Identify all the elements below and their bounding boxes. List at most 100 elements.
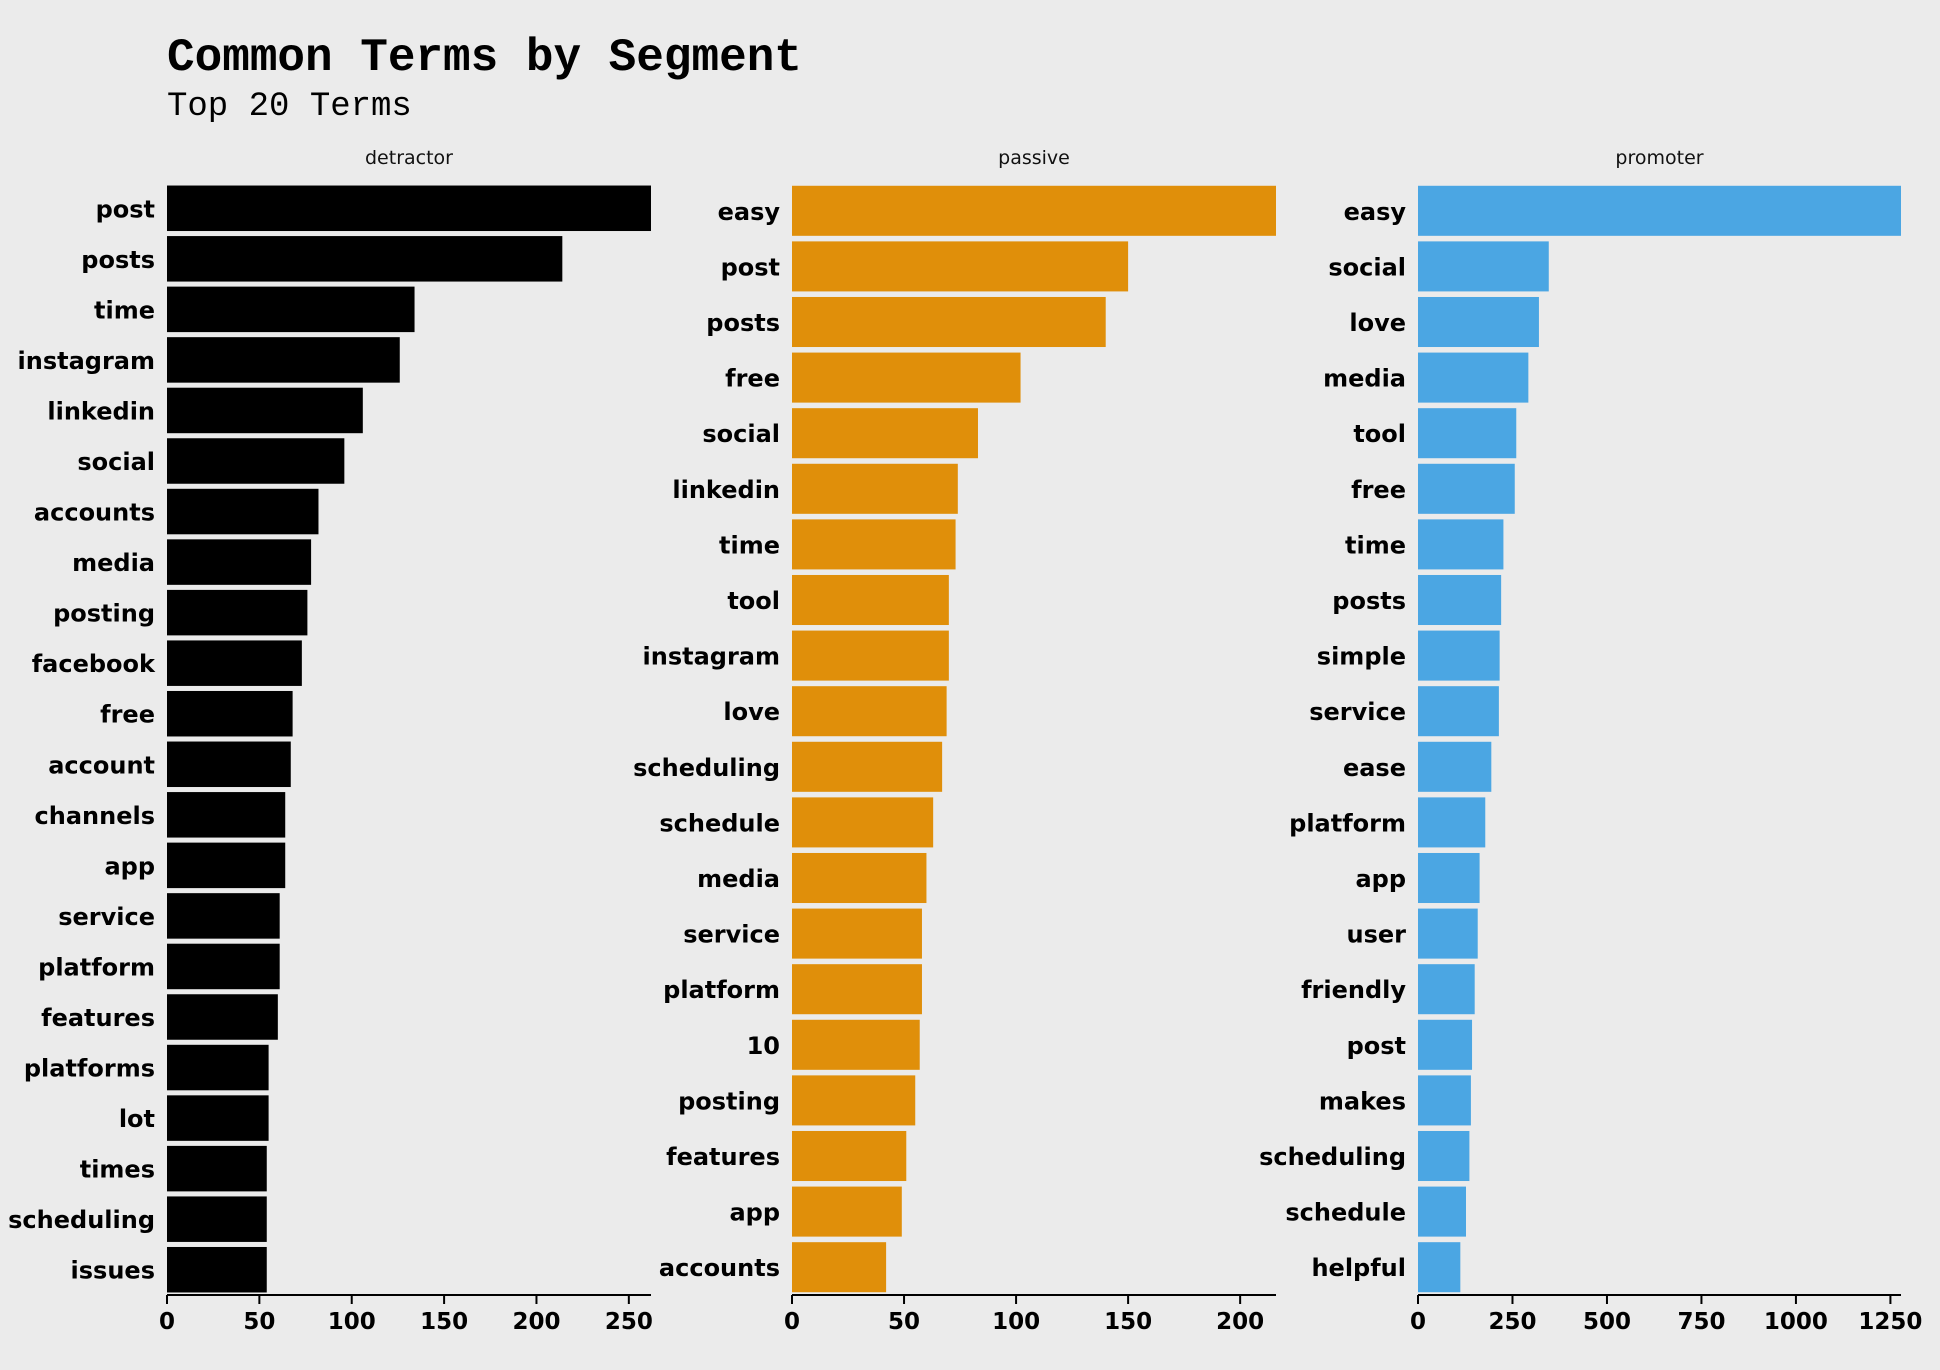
category-label-passive-social: social bbox=[702, 420, 780, 448]
category-label-passive-features: features bbox=[666, 1143, 780, 1171]
bar-passive-linkedin bbox=[792, 463, 958, 514]
category-label-detractor-accounts: accounts bbox=[34, 499, 155, 527]
category-label-passive-media: media bbox=[697, 865, 780, 893]
category-label-detractor-lot: lot bbox=[119, 1105, 155, 1133]
facet-panels: detractor post posts time instagram linkedin s… bbox=[8, 147, 1922, 1335]
bar-detractor-issues bbox=[167, 1246, 267, 1293]
bar-passive-time bbox=[792, 519, 956, 570]
bar-detractor-service bbox=[167, 893, 280, 939]
bar-passive-scheduling bbox=[792, 741, 943, 792]
x-tick-label-promoter-0: 0 bbox=[1410, 1309, 1426, 1335]
category-label-passive-time: time bbox=[719, 531, 780, 559]
bar-detractor-posts bbox=[167, 236, 563, 282]
bar-detractor-linkedin bbox=[167, 387, 363, 434]
x-tick-label-promoter-250: 250 bbox=[1488, 1309, 1536, 1335]
bar-detractor-channels bbox=[167, 792, 286, 838]
bar-detractor-post bbox=[167, 185, 651, 232]
category-label-passive-scheduling: scheduling bbox=[633, 754, 780, 782]
x-tick-label-promoter-750: 750 bbox=[1677, 1309, 1725, 1335]
category-label-promoter-helpful: helpful bbox=[1311, 1254, 1406, 1282]
category-label-detractor-account: account bbox=[48, 751, 155, 779]
x-tick-label-promoter-1250: 1250 bbox=[1858, 1309, 1922, 1335]
bar-detractor-platform bbox=[167, 943, 280, 990]
category-label-detractor-social: social bbox=[77, 448, 155, 476]
x-tick-label-passive-50: 50 bbox=[888, 1309, 920, 1335]
category-label-detractor-linkedin: linkedin bbox=[47, 397, 155, 425]
bar-passive-platform bbox=[792, 964, 922, 1015]
category-label-passive-10: 10 bbox=[747, 1032, 780, 1060]
bar-detractor-features bbox=[167, 994, 278, 1040]
category-label-passive-service: service bbox=[683, 921, 780, 949]
x-tick-label-detractor-250: 250 bbox=[605, 1309, 653, 1335]
bar-passive-post bbox=[792, 241, 1129, 292]
x-tick-label-passive-100: 100 bbox=[992, 1309, 1040, 1335]
category-label-passive-love: love bbox=[723, 698, 780, 726]
category-label-promoter-easy: easy bbox=[1344, 198, 1407, 226]
bar-passive-schedule bbox=[792, 797, 934, 848]
bar-detractor-accounts bbox=[167, 488, 319, 535]
category-label-passive-free: free bbox=[725, 365, 780, 393]
bar-detractor-scheduling bbox=[167, 1196, 267, 1242]
category-label-promoter-app: app bbox=[1355, 865, 1406, 893]
x-tick-label-detractor-100: 100 bbox=[328, 1309, 376, 1335]
category-label-detractor-instagram: instagram bbox=[18, 347, 155, 375]
category-label-passive-easy: easy bbox=[718, 198, 781, 226]
bar-promoter-media bbox=[1418, 352, 1529, 403]
bar-promoter-scheduling bbox=[1418, 1130, 1470, 1182]
category-label-promoter-scheduling: scheduling bbox=[1259, 1143, 1406, 1171]
category-label-detractor-time: time bbox=[94, 296, 155, 324]
category-label-passive-tool: tool bbox=[727, 587, 780, 615]
category-label-detractor-posting: posting bbox=[53, 600, 155, 628]
bar-passive-features bbox=[792, 1130, 907, 1182]
bar-promoter-post bbox=[1418, 1019, 1473, 1070]
category-label-detractor-app: app bbox=[104, 852, 155, 880]
category-label-promoter-social: social bbox=[1328, 253, 1406, 281]
category-label-detractor-service: service bbox=[58, 903, 155, 931]
bar-promoter-makes bbox=[1418, 1075, 1471, 1126]
category-label-promoter-time: time bbox=[1345, 531, 1406, 559]
bar-passive-social bbox=[792, 408, 978, 459]
panel-detractor: detractor post posts time instagram linkedin s… bbox=[8, 147, 653, 1335]
category-label-detractor-media: media bbox=[72, 549, 155, 577]
bar-detractor-lot bbox=[167, 1095, 269, 1141]
bar-detractor-account bbox=[167, 741, 291, 788]
category-label-detractor-issues: issues bbox=[71, 1257, 155, 1285]
bar-promoter-user bbox=[1418, 908, 1478, 959]
bar-detractor-social bbox=[167, 438, 345, 484]
bar-promoter-service bbox=[1418, 686, 1499, 737]
facet-label-passive: passive bbox=[998, 147, 1070, 169]
category-label-passive-schedule: schedule bbox=[659, 809, 780, 837]
bar-passive-posts bbox=[792, 296, 1106, 348]
category-label-detractor-post: post bbox=[96, 195, 155, 223]
category-label-passive-linkedin: linkedin bbox=[672, 476, 780, 504]
category-label-promoter-platform: platform bbox=[1289, 809, 1406, 837]
bar-detractor-posting bbox=[167, 589, 308, 636]
category-label-detractor-features: features bbox=[41, 1004, 155, 1032]
bar-detractor-media bbox=[167, 539, 312, 585]
facet-label-promoter: promoter bbox=[1615, 147, 1703, 169]
panel-promoter: promoter easy social love media tool free time p… bbox=[1259, 147, 1922, 1335]
category-label-passive-post: post bbox=[721, 253, 780, 281]
category-label-promoter-posts: posts bbox=[1332, 587, 1406, 615]
category-label-promoter-service: service bbox=[1309, 698, 1406, 726]
bar-passive-love bbox=[792, 686, 947, 737]
bar-passive-10 bbox=[792, 1019, 920, 1070]
bar-detractor-app bbox=[167, 842, 286, 889]
category-label-detractor-posts: posts bbox=[81, 246, 155, 274]
x-tick-label-detractor-200: 200 bbox=[512, 1309, 560, 1335]
category-label-detractor-scheduling: scheduling bbox=[8, 1206, 155, 1234]
category-label-promoter-ease: ease bbox=[1343, 754, 1406, 782]
bar-promoter-platform bbox=[1418, 797, 1486, 848]
category-label-promoter-makes: makes bbox=[1319, 1087, 1406, 1115]
x-tick-label-promoter-1000: 1000 bbox=[1764, 1309, 1828, 1335]
bar-promoter-time bbox=[1418, 519, 1504, 570]
bar-promoter-social bbox=[1418, 241, 1549, 292]
category-label-passive-platform: platform bbox=[663, 976, 780, 1004]
category-label-promoter-post: post bbox=[1347, 1032, 1406, 1060]
bar-detractor-instagram bbox=[167, 337, 400, 383]
x-tick-label-detractor-150: 150 bbox=[420, 1309, 468, 1335]
bar-detractor-platforms bbox=[167, 1044, 269, 1091]
bar-passive-easy bbox=[792, 185, 1276, 236]
category-label-passive-accounts: accounts bbox=[659, 1254, 780, 1282]
